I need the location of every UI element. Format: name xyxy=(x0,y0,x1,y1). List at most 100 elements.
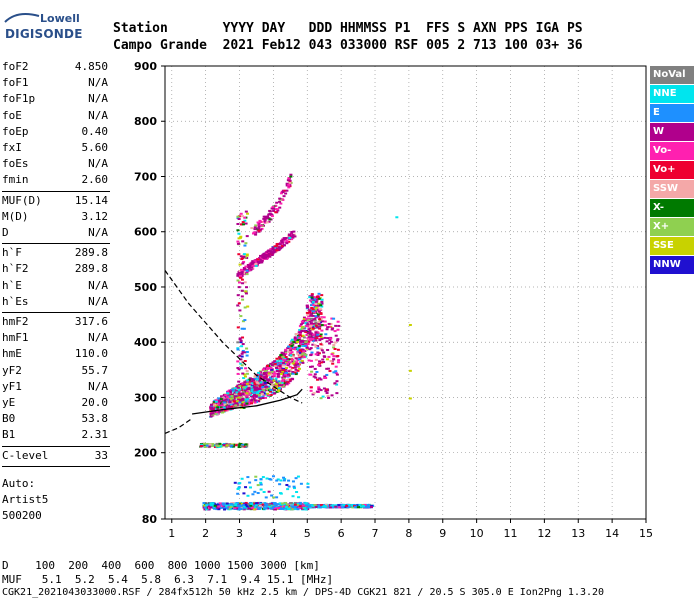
param-value: N/A xyxy=(88,226,108,239)
f2-echo-point xyxy=(254,395,258,398)
f2-extension-point xyxy=(316,351,320,354)
scatter-point xyxy=(244,367,248,370)
f2-extension-point xyxy=(309,354,313,357)
f2-echo-point xyxy=(309,304,313,307)
f2-echo-point xyxy=(310,306,314,309)
f2-echo-point xyxy=(232,400,236,403)
low-trace-point xyxy=(330,504,334,507)
f2-extension-point xyxy=(309,336,313,339)
second-hop-point xyxy=(254,259,258,262)
f2-extension-point xyxy=(336,348,340,351)
low-trace-point xyxy=(289,502,293,505)
f2-echo-point xyxy=(296,365,300,368)
f2-echo-point xyxy=(259,376,263,379)
f2-echo-point xyxy=(301,361,305,364)
param-row: h`F 289.8 xyxy=(2,246,108,260)
third-hop-point xyxy=(271,207,275,210)
third-hop-point xyxy=(289,173,293,176)
f2-extension-point xyxy=(317,386,321,389)
f2-echo-point xyxy=(259,386,263,389)
f2-echo-point xyxy=(265,364,269,367)
f2-echo-point xyxy=(275,385,279,388)
low-trace-point xyxy=(225,505,229,508)
f2-echo-point xyxy=(267,385,271,388)
low-scatter-point xyxy=(291,480,295,483)
low-scatter-point xyxy=(282,479,286,482)
low-scatter-point xyxy=(259,488,263,491)
f2-echo-point xyxy=(241,397,245,400)
scatter-point xyxy=(238,263,242,266)
f2-extension-point xyxy=(327,322,331,325)
f2-echo-point xyxy=(238,393,242,396)
low-trace-point xyxy=(300,507,304,510)
scatter-point xyxy=(245,254,249,257)
second-hop-point xyxy=(251,262,255,265)
third-hop-point xyxy=(285,189,289,192)
scatter-point xyxy=(239,236,243,239)
f2-extension-point xyxy=(314,345,318,348)
low-trace-point xyxy=(370,504,374,507)
scatter-point xyxy=(237,392,241,395)
second-hop-point xyxy=(250,266,254,269)
second-hop-point xyxy=(271,251,275,254)
f2-echo-point xyxy=(253,399,257,402)
scatter-point xyxy=(246,305,250,308)
f2-echo-point xyxy=(262,383,266,386)
f2-echo-point xyxy=(220,409,224,412)
f2-extension-point xyxy=(336,328,340,331)
low-trace-point xyxy=(281,502,285,505)
param-name: yE xyxy=(2,396,16,409)
param-row: yF1 N/A xyxy=(2,380,108,394)
third-hop-point xyxy=(257,225,261,228)
f2-echo-point xyxy=(305,311,309,314)
low-trace-point xyxy=(237,508,241,511)
f2-echo-point xyxy=(306,337,310,340)
f2-echo-point xyxy=(272,372,276,375)
f2-echo-point xyxy=(261,389,265,392)
scatter-point xyxy=(245,347,249,350)
second-hop-point xyxy=(277,248,281,251)
f2-echo-point xyxy=(290,338,294,341)
x-tick-label: 14 xyxy=(605,527,619,540)
scatter-point xyxy=(242,255,246,258)
f2-echo-point xyxy=(281,364,285,367)
low-trace-point xyxy=(298,501,302,504)
third-hop-point xyxy=(288,181,292,184)
f2-echo-point xyxy=(315,299,319,302)
f2-echo-point xyxy=(273,387,277,390)
f2-echo-point xyxy=(252,385,256,388)
scatter-point xyxy=(242,327,246,330)
scatter-point xyxy=(245,269,249,272)
f2-echo-point xyxy=(297,358,301,361)
f2-echo-point xyxy=(269,393,273,396)
f2-echo-point xyxy=(295,371,299,374)
f2-echo-point xyxy=(312,322,316,325)
low-trace-point xyxy=(320,504,324,507)
f2-echo-point xyxy=(285,357,289,360)
f2-extension-point xyxy=(310,370,314,373)
low-scatter-point xyxy=(237,487,241,490)
f2-extension-point xyxy=(319,347,323,350)
low-scatter-point xyxy=(253,490,257,493)
f2-echo-point xyxy=(279,360,283,363)
scatter-point xyxy=(237,253,241,256)
param-value: 3.12 xyxy=(81,209,109,223)
low-trace-point xyxy=(213,504,217,507)
f2-echo-point xyxy=(313,326,317,329)
low-trace-point xyxy=(282,508,286,511)
f2-echo-point xyxy=(298,336,302,339)
f2-echo-point xyxy=(224,398,228,401)
f2-echo-point xyxy=(274,383,278,386)
f2-echo-point xyxy=(287,370,291,373)
low-scatter-point xyxy=(268,478,272,481)
auto-label-line: 500200 xyxy=(2,508,42,522)
f2-extension-point xyxy=(310,351,314,354)
second-hop-point xyxy=(241,272,245,275)
f2-echo-point xyxy=(257,390,261,393)
f2-echo-point xyxy=(296,352,300,355)
low-trace-point xyxy=(350,504,354,507)
f2-echo-point xyxy=(296,350,300,353)
f2-echo-point xyxy=(286,362,290,365)
f2-echo-point xyxy=(313,317,317,320)
scatter-point xyxy=(240,345,244,348)
